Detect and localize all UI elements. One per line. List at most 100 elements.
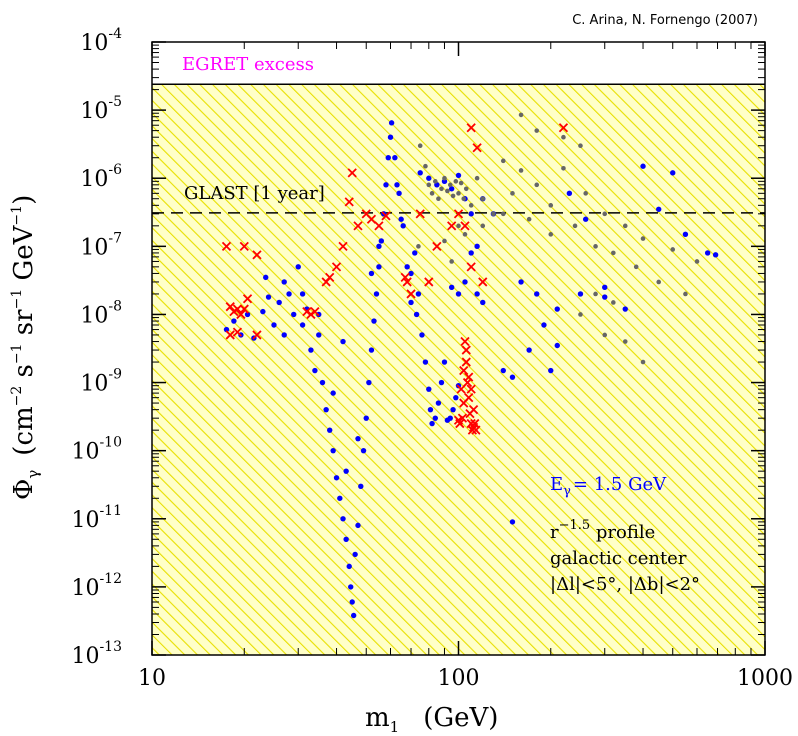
x-tick-label: 10 xyxy=(138,666,166,691)
data-point-dot xyxy=(373,291,380,297)
data-point-dot xyxy=(271,322,277,328)
data-point-dot xyxy=(509,519,516,525)
data-point-dot xyxy=(260,308,266,315)
data-point-dot xyxy=(455,172,462,179)
y-axis-exp-1: −2 xyxy=(9,386,25,407)
data-point-dot xyxy=(429,191,435,196)
data-point-dot xyxy=(561,134,566,140)
data-point-dot xyxy=(419,332,425,338)
data-point-dot xyxy=(343,536,349,542)
window-annotation: |Δl|<5°, |Δb|<2° xyxy=(550,574,700,595)
data-point-dot xyxy=(518,112,524,118)
profile-exponent: −1.5 xyxy=(559,518,591,533)
data-point-dot xyxy=(500,158,506,164)
data-point-dot xyxy=(299,322,306,328)
data-point-dot xyxy=(442,175,447,181)
data-point-cross xyxy=(424,277,434,287)
data-point-dot xyxy=(509,374,516,380)
data-point-cross xyxy=(460,336,470,347)
data-point-dot xyxy=(423,163,428,169)
y-axis-subscript: γ xyxy=(24,470,42,479)
data-point-dot xyxy=(337,495,343,501)
y-axis-unit-b: s xyxy=(9,364,39,386)
glast-label: GLAST [1 year] xyxy=(184,183,325,204)
data-point-dot xyxy=(346,563,352,570)
energy-symbol: E xyxy=(550,474,563,495)
data-point-dot xyxy=(593,244,598,249)
x-axis-symbol: m xyxy=(365,703,390,733)
data-point-cross xyxy=(331,262,342,272)
data-point-dot xyxy=(319,379,326,386)
data-point-dot xyxy=(383,182,389,188)
data-point-dot xyxy=(447,415,453,421)
data-point-dot xyxy=(263,274,269,281)
data-point-dot xyxy=(413,311,420,318)
data-point-dot xyxy=(330,390,336,396)
data-point-dot xyxy=(453,179,459,184)
y-axis: 10-4 10-5 10-6 10-7 10-8 10-9 10-10 10-11 10-12 1… xyxy=(71,26,765,669)
data-point-dot xyxy=(463,186,469,192)
data-point-dot xyxy=(474,175,480,181)
data-point-dot xyxy=(456,191,461,196)
y-tick-label: 10-13 xyxy=(71,639,122,669)
galactic-center-annotation: galactic center xyxy=(550,548,687,569)
data-point-dot xyxy=(577,291,584,297)
energy-value: = 1.5 GeV xyxy=(573,474,667,495)
data-point-dot xyxy=(392,155,398,161)
data-point-dot xyxy=(582,216,589,222)
data-point-cross xyxy=(466,123,476,133)
data-point-dot xyxy=(548,232,554,237)
data-point-cross xyxy=(252,330,262,340)
y-axis-unit-e: ) xyxy=(9,195,39,205)
data-point-dot xyxy=(656,279,662,285)
data-point-cross xyxy=(252,250,262,260)
profile-word: profile xyxy=(590,522,655,543)
data-point-cross xyxy=(406,289,416,299)
data-point-dot xyxy=(385,155,391,161)
y-tick-label: 10-10 xyxy=(71,435,122,465)
data-point-dot xyxy=(554,342,560,349)
data-point-cross xyxy=(347,168,357,178)
data-point-dot xyxy=(468,203,474,208)
data-point-dot xyxy=(333,475,340,481)
data-point-dot xyxy=(436,196,441,202)
data-point-cross xyxy=(239,304,249,314)
data-point-cross xyxy=(478,277,488,287)
data-point-cross xyxy=(225,302,235,312)
profile-annotation: r−1.5 profile xyxy=(550,518,655,543)
data-point-dot xyxy=(526,347,532,353)
data-point-dot xyxy=(404,264,410,270)
data-point-dot xyxy=(447,182,453,188)
data-point-dot xyxy=(548,367,554,374)
data-point-dot xyxy=(426,386,432,392)
data-point-cross xyxy=(472,143,482,153)
data-point-dot xyxy=(244,311,251,318)
y-tick-label: 10-6 xyxy=(80,162,122,192)
data-point-dot xyxy=(462,279,468,285)
data-point-dot xyxy=(308,347,314,353)
x-axis-title: m1 (GeV) xyxy=(365,703,498,736)
data-point-dot xyxy=(480,223,486,229)
data-point-dot xyxy=(394,182,400,188)
egret-excess-label: EGRET excess xyxy=(182,54,314,75)
data-point-cross xyxy=(374,221,384,231)
data-point-cross xyxy=(432,241,442,251)
data-point-dot xyxy=(510,191,515,196)
data-point-cross xyxy=(459,398,469,408)
y-tick-label: 10-9 xyxy=(80,367,122,397)
data-point-dot xyxy=(355,435,361,442)
data-point-dot xyxy=(363,415,369,421)
data-point-dot xyxy=(593,291,598,297)
data-point-cross xyxy=(461,357,471,367)
data-point-dot xyxy=(360,447,367,454)
data-point-cross xyxy=(338,241,348,251)
data-point-dot xyxy=(376,264,382,270)
data-point-dot xyxy=(461,196,467,202)
data-point-dot xyxy=(468,250,474,256)
data-point-dot xyxy=(468,211,474,217)
data-point-dot xyxy=(534,128,540,133)
data-point-dot xyxy=(683,291,688,297)
data-point-dot xyxy=(352,551,358,558)
energy-annotation: Eγ = 1.5 GeV xyxy=(550,474,667,499)
x-axis-unit: (GeV) xyxy=(423,703,498,733)
